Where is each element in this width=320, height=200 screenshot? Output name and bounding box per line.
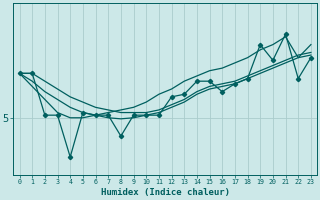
X-axis label: Humidex (Indice chaleur): Humidex (Indice chaleur) [101, 188, 230, 197]
